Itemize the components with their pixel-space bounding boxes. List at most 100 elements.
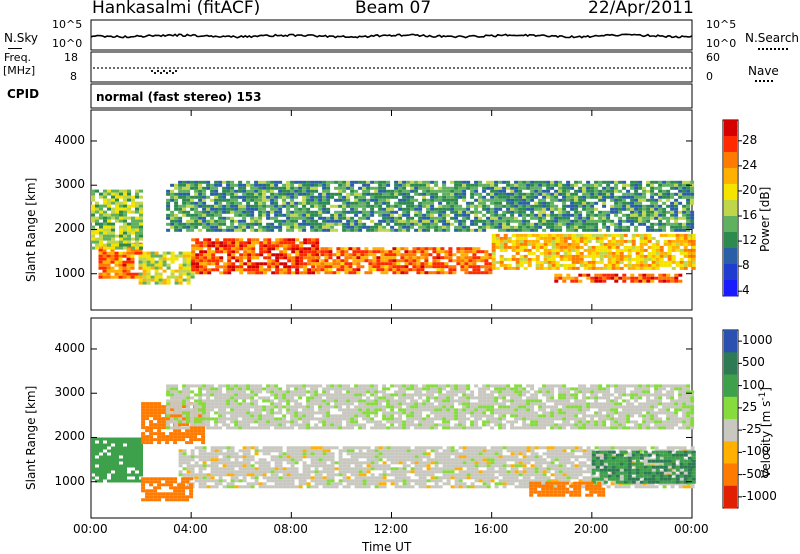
data-cell: [462, 461, 467, 465]
data-cell: [386, 455, 391, 459]
data-cell: [566, 186, 571, 190]
data-cell: [239, 262, 244, 266]
data-cell: [182, 452, 187, 456]
data-cell: [683, 248, 688, 252]
data-cell: [547, 236, 552, 240]
data-cell: [262, 458, 267, 462]
data-cell: [542, 467, 547, 471]
data-cell: [507, 236, 512, 240]
data-cell: [486, 180, 491, 184]
data-cell: [358, 452, 363, 456]
data-cell: [340, 253, 345, 257]
data-cell: [170, 272, 175, 276]
data-cell: [478, 473, 483, 477]
data-cell: [430, 201, 435, 205]
data-cell: [139, 213, 143, 217]
data-cell: [674, 207, 679, 211]
data-cell: [511, 245, 516, 249]
data-cell: [350, 458, 355, 462]
data-cell: [259, 262, 264, 266]
data-cell: [342, 461, 347, 465]
data-cell: [450, 476, 455, 480]
data-cell: [307, 256, 312, 260]
data-cell: [554, 485, 559, 489]
data-cell: [138, 272, 143, 276]
data-cell: [302, 449, 307, 453]
data-cell: [630, 195, 635, 199]
data-cell: [679, 236, 684, 240]
data-cell: [468, 265, 473, 269]
data-cell: [338, 479, 343, 483]
data-cell: [510, 446, 515, 450]
data-cell: [458, 455, 463, 459]
data-cell: [476, 271, 481, 275]
data-cell: [498, 195, 503, 199]
data-cell: [122, 260, 127, 264]
data-cell: [430, 225, 435, 229]
data-cell: [115, 213, 119, 217]
data-cell: [218, 225, 223, 229]
data-cell: [430, 192, 435, 196]
data-cell: [107, 189, 111, 193]
data-cell: [291, 265, 296, 269]
data-cell: [658, 213, 663, 217]
data-cell: [398, 461, 403, 465]
data-cell: [150, 275, 155, 279]
data-cell: [298, 485, 303, 489]
data-cell: [388, 250, 393, 254]
data-cell: [388, 253, 393, 257]
data-cell: [675, 233, 680, 237]
data-cell: [511, 233, 516, 237]
data-cell: [558, 273, 563, 277]
data-cell: [290, 225, 295, 229]
data-cell: [251, 256, 256, 260]
data-cell: [182, 263, 187, 267]
data-cell: [294, 213, 299, 217]
data-cell: [326, 470, 331, 474]
data-cell: [602, 276, 607, 280]
data-cell: [522, 467, 527, 471]
data-cell: [464, 253, 469, 257]
data-cell: [619, 260, 624, 264]
data-cell: [330, 464, 335, 468]
data-cell: [490, 219, 495, 223]
data-cell: [484, 262, 489, 266]
data-cell: [374, 228, 379, 232]
data-cell: [414, 228, 419, 232]
data-cell: [691, 245, 696, 249]
data-cell: [450, 198, 455, 202]
data-cell: [686, 192, 691, 196]
data-cell: [246, 452, 251, 456]
data-cell: [170, 275, 175, 279]
data-cell: [550, 210, 555, 214]
data-cell: [460, 250, 465, 254]
data-cell: [490, 180, 495, 184]
data-cell: [691, 257, 696, 261]
data-cell: [428, 253, 433, 257]
data-cell: [106, 269, 111, 273]
data-cell: [566, 446, 571, 450]
data-cell: [154, 260, 159, 264]
data-cell: [478, 470, 483, 474]
data-cell: [352, 259, 357, 263]
data-cell: [378, 189, 383, 193]
data-cell: [634, 213, 639, 217]
data-cell: [270, 228, 275, 232]
data-cell: [366, 225, 371, 229]
data-cell: [414, 464, 419, 468]
data-cell: [342, 476, 347, 480]
data-cell: [194, 455, 199, 459]
data-cell: [238, 204, 243, 208]
data-cell: [599, 248, 604, 252]
data-cell: [222, 473, 227, 477]
data-cell: [458, 225, 463, 229]
data-cell: [398, 222, 403, 226]
data-cell: [342, 464, 347, 468]
data-cell: [442, 180, 447, 184]
data-cell: [262, 467, 267, 471]
data-cell: [226, 225, 231, 229]
data-cell: [139, 207, 143, 211]
data-cell: [602, 219, 607, 223]
data-cell: [574, 455, 579, 459]
data-cell: [376, 262, 381, 266]
